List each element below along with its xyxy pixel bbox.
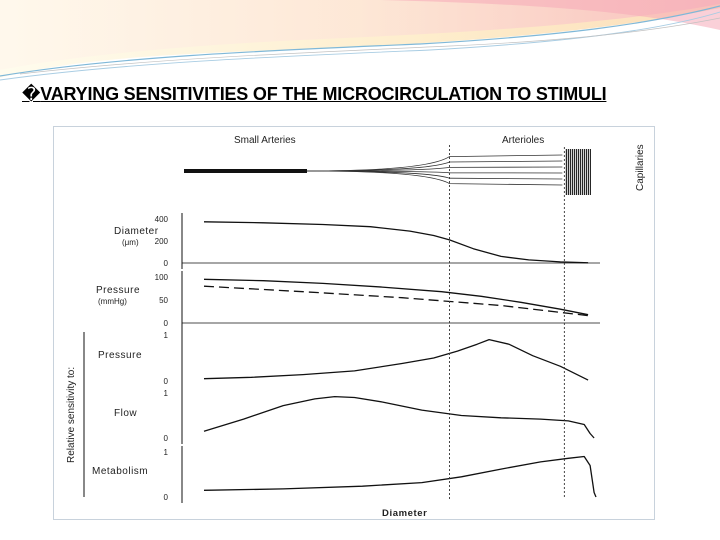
tick-label: 0 [164, 377, 169, 386]
tick-label: 1 [164, 389, 169, 398]
vessel-label-arterioles: Arterioles [502, 135, 544, 146]
panel-1-diameter: 400 200 0 Diameter(μm) [114, 213, 600, 269]
chart-panels: 4002000Diameter(μm)100500Pressure(mmHg)1… [92, 213, 600, 503]
figure-frame: Small Arteries Arterioles Capillaries Re… [53, 126, 655, 520]
arteriole-branch [306, 170, 563, 186]
header-decoration [0, 0, 720, 81]
tick-label: 1 [164, 331, 169, 340]
series-line-sensitivity-to-pressure [203, 338, 589, 381]
tick-label: 100 [155, 273, 169, 282]
x-axis-label: Diameter [382, 508, 427, 519]
tick-label: 50 [159, 296, 168, 305]
vessel-schematic: Small Arteries Arterioles Capillaries [184, 135, 646, 195]
panel-5-metabolism: 1 0 Metabolism [92, 446, 597, 503]
panel-2-pressure: 100 50 0 Pressure(mmHg) [96, 271, 600, 329]
slide-title: �VARYING SENSITIVITIES OF THE MICROCIRCU… [22, 84, 607, 105]
arteriole-branches [306, 154, 563, 186]
vessel-label-small-arteries: Small Arteries [234, 135, 296, 146]
tick-label: 0 [164, 434, 169, 443]
panel-unit-label: (μm) [122, 238, 139, 247]
tick-label: 1 [164, 448, 169, 457]
tick-label: 0 [164, 259, 169, 268]
panel-label: Pressure [96, 285, 140, 296]
shared-y-axis-label: Relative sensitivity to: [66, 367, 77, 463]
vessel-label-capillaries: Capillaries [635, 144, 646, 191]
panel-3-pressure: 1 0 Pressure [98, 329, 589, 387]
tick-label: 0 [164, 493, 169, 502]
series-line-arterial-pressure [203, 278, 589, 316]
capillary-bundle [565, 149, 591, 195]
series-line-sensitivity-to-flow [203, 395, 595, 439]
panel-4-flow: 1 0 Flow [114, 387, 595, 444]
panel-label: Diameter [114, 226, 159, 237]
panel-label: Flow [114, 408, 137, 419]
microcirculation-chart: Small Arteries Arterioles Capillaries Re… [66, 135, 646, 519]
panel-label: Metabolism [92, 466, 148, 477]
series-line-sensitivity-to-metabolism [203, 455, 597, 498]
title-text: VARYING SENSITIVITIES OF THE MICROCIRCUL… [40, 84, 607, 104]
tick-label: 200 [155, 237, 169, 246]
tick-label: 0 [164, 319, 169, 328]
title-bullet-glyph: � [22, 84, 41, 104]
panel-unit-label: (mmHg) [98, 297, 127, 306]
tick-label: 400 [155, 215, 169, 224]
series-line-reference [203, 285, 589, 317]
series-line-diameter [203, 221, 589, 264]
panel-label: Pressure [98, 350, 142, 361]
